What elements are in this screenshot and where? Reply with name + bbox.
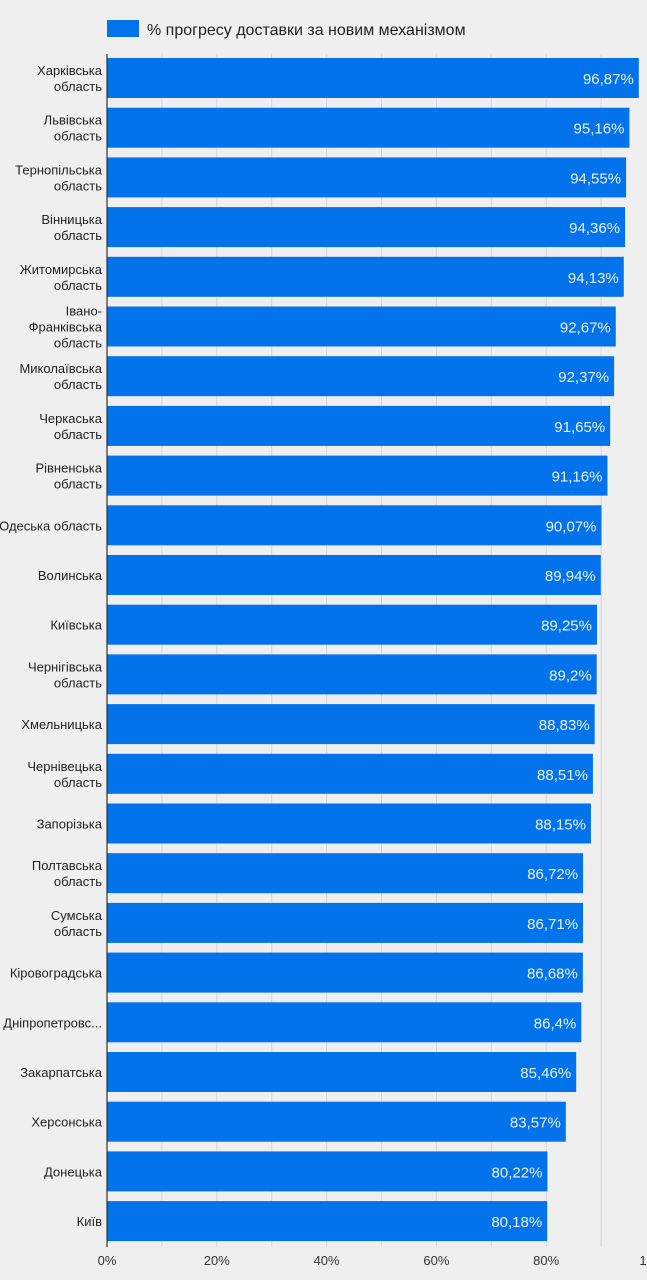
category-label: Херсонська	[31, 1115, 102, 1130]
bar	[107, 58, 639, 98]
category-label: Івано-	[66, 304, 102, 319]
category-label: область	[54, 336, 102, 351]
bar	[107, 256, 624, 297]
bar	[107, 853, 584, 894]
category-label: Київська	[50, 618, 102, 633]
bar	[107, 1151, 548, 1192]
category-label: Полтавська	[32, 858, 103, 873]
bar	[107, 356, 615, 397]
category-label: Чернігівська	[28, 659, 103, 674]
bar	[107, 505, 602, 546]
data-label: 88,15%	[535, 817, 586, 834]
bar	[107, 654, 597, 695]
category-label: Житомирська	[20, 262, 103, 277]
category-label: Кіровоградська	[10, 966, 103, 981]
category-label: Одеська область	[0, 518, 102, 533]
data-label: 86,71%	[527, 916, 578, 933]
data-label: 83,57%	[510, 1115, 561, 1132]
bar	[107, 207, 626, 248]
data-label: 89,25%	[541, 618, 592, 635]
data-label: 85,46%	[520, 1065, 571, 1082]
data-label: 88,83%	[539, 717, 590, 734]
data-label: 92,37%	[558, 369, 609, 386]
bar	[107, 1101, 566, 1142]
category-label: Миколаївська	[19, 361, 102, 376]
category-label: область	[54, 775, 102, 790]
data-label: 89,94%	[545, 568, 596, 585]
category-label: область	[54, 79, 102, 94]
data-label: 94,55%	[570, 170, 621, 187]
bar	[107, 555, 601, 595]
category-label: Волинська	[38, 568, 103, 583]
category-label: Тернопільська	[15, 162, 103, 177]
category-label: область	[54, 129, 102, 144]
category-label: Черкаська	[39, 411, 103, 426]
bar	[107, 1201, 548, 1242]
category-label: Київ	[77, 1214, 102, 1229]
data-label: 89,2%	[549, 667, 592, 684]
category-label: Донецька	[44, 1164, 103, 1179]
bar	[107, 704, 595, 745]
category-label: область	[54, 427, 102, 442]
category-label: область	[54, 874, 102, 889]
bar	[107, 157, 627, 198]
category-label: Рівненська	[35, 461, 102, 476]
category-label: Хмельницька	[21, 717, 102, 732]
data-label: 86,4%	[534, 1015, 577, 1032]
category-label: Сумська	[51, 908, 103, 923]
category-label: Львівська	[44, 113, 103, 128]
category-label: Вінницька	[41, 212, 102, 227]
bar	[107, 803, 591, 844]
x-tick-label: 0%	[98, 1253, 117, 1268]
category-label: Запорізька	[37, 817, 103, 832]
bar	[107, 455, 608, 496]
category-label: Закарпатська	[20, 1065, 103, 1080]
x-tick-label: 20%	[204, 1253, 230, 1268]
bar	[107, 753, 593, 794]
category-label: область	[54, 477, 102, 492]
data-label: 90,07%	[546, 518, 597, 535]
category-label: область	[54, 924, 102, 939]
x-tick-label: 80%	[533, 1253, 559, 1268]
bar	[107, 1002, 582, 1043]
x-tick-label: 40%	[314, 1253, 340, 1268]
data-label: 80,22%	[492, 1164, 543, 1181]
data-label: 92,67%	[560, 320, 611, 337]
category-label: область	[54, 675, 102, 690]
data-label: 94,13%	[568, 270, 619, 287]
category-label: область	[54, 228, 102, 243]
category-label: область	[54, 377, 102, 392]
bar	[107, 902, 584, 943]
category-label: Харківська	[37, 63, 103, 78]
data-label: 88,51%	[537, 767, 588, 784]
data-label: 94,36%	[569, 220, 620, 237]
bar	[107, 604, 597, 645]
data-label: 95,16%	[574, 121, 625, 138]
data-label: 96,87%	[583, 71, 634, 88]
bar	[107, 405, 611, 446]
bar	[107, 952, 583, 993]
bar	[107, 107, 630, 148]
data-label: 86,68%	[527, 966, 578, 983]
data-label: 91,65%	[554, 419, 605, 436]
category-label: область	[54, 278, 102, 293]
legend-swatch	[107, 20, 139, 37]
legend-label: % прогресу доставки за новим механізмом	[147, 22, 466, 39]
bar	[107, 1052, 577, 1092]
category-label: Дніпропетровс...	[3, 1015, 102, 1030]
bar	[107, 306, 616, 347]
category-label: Чернівецька	[27, 759, 102, 774]
data-label: 86,72%	[527, 866, 578, 883]
data-label: 80,18%	[491, 1214, 542, 1231]
category-label: Франківська	[29, 320, 103, 335]
x-tick-label: 60%	[423, 1253, 449, 1268]
x-tick-label: 100%	[639, 1253, 647, 1268]
data-label: 91,16%	[552, 469, 603, 486]
category-label: область	[54, 178, 102, 193]
